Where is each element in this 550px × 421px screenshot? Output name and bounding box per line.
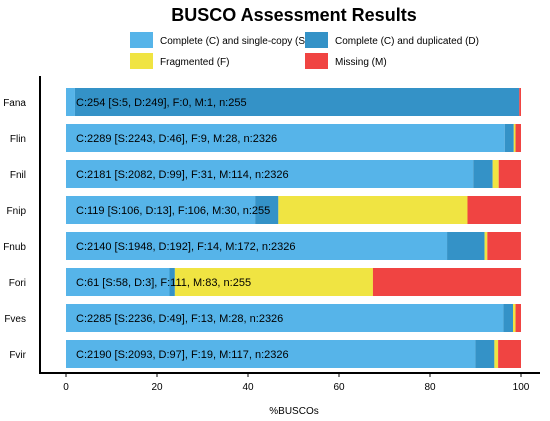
legend-swatch-fragmented bbox=[130, 53, 153, 69]
bar-label-fana: C:254 [S:5, D:249], F:0, M:1, n:255 bbox=[76, 97, 247, 109]
bar-fnil-duplicated bbox=[473, 160, 493, 188]
bar-fvir-fragmented bbox=[494, 340, 499, 368]
x-tick-label-100: 100 bbox=[513, 382, 530, 393]
bar-fnip-missing bbox=[467, 196, 521, 224]
legend-swatch-duplicated bbox=[305, 32, 328, 48]
x-tick-label-40: 40 bbox=[242, 382, 254, 393]
y-tick-label-fnil: Fnil bbox=[10, 170, 26, 181]
bar-fnil-missing bbox=[498, 160, 521, 188]
bar-flin-missing bbox=[515, 124, 521, 152]
bar-fnip-duplicated bbox=[255, 196, 279, 224]
bar-label-fves: C:2285 [S:2236, D:49], F:13, M:28, n:232… bbox=[76, 313, 283, 325]
y-tick-label-fori: Fori bbox=[9, 278, 26, 289]
bar-fves-fragmented bbox=[512, 304, 516, 332]
x-tick-label-20: 20 bbox=[151, 382, 163, 393]
bar-label-fnip: C:119 [S:106, D:13], F:106, M:30, n:255 bbox=[76, 205, 270, 217]
bar-fnil-single bbox=[66, 160, 474, 188]
y-tick-label-fnub: Fnub bbox=[3, 242, 26, 253]
y-tick-label-fves: Fves bbox=[4, 314, 26, 325]
bar-fvir-duplicated bbox=[475, 340, 495, 368]
x-tick-label-0: 0 bbox=[63, 382, 69, 393]
x-tick-labels: 0 20 40 60 80 100 bbox=[63, 373, 530, 393]
bar-fnip-single bbox=[66, 196, 256, 224]
bar-fnub-single bbox=[66, 232, 448, 260]
bar-fana-single bbox=[66, 88, 75, 116]
legend: Complete (C) and single-copy (S) Complete… bbox=[130, 32, 479, 69]
legend-swatch-single bbox=[130, 32, 153, 48]
bar-label-flin: C:2289 [S:2243, D:46], F:9, M:28, n:2326 bbox=[76, 133, 277, 145]
x-tick-label-60: 60 bbox=[333, 382, 345, 393]
legend-label-duplicated: Complete (C) and duplicated (D) bbox=[335, 36, 479, 47]
bar-fori-single bbox=[66, 268, 170, 296]
bar-fori-missing bbox=[372, 268, 522, 296]
bar-fnub-fragmented bbox=[484, 232, 488, 260]
bar-label-fvir: C:2190 [S:2093, D:97], F:19, M:117, n:23… bbox=[76, 349, 289, 361]
bar-fori-duplicated bbox=[169, 268, 175, 296]
legend-swatch-missing bbox=[305, 53, 328, 69]
bar-fana-duplicated bbox=[74, 88, 520, 116]
bar-fnil-fragmented bbox=[492, 160, 499, 188]
y-tick-label-fvir: Fvir bbox=[9, 350, 26, 361]
bar-fves-missing bbox=[515, 304, 521, 332]
bar-fves-single bbox=[66, 304, 504, 332]
bar-flin-single bbox=[66, 124, 505, 152]
bar-fvir-missing bbox=[498, 340, 521, 368]
x-axis-label: %BUSCOs bbox=[269, 406, 318, 417]
x-tick-label-80: 80 bbox=[424, 382, 436, 393]
bar-fnub-duplicated bbox=[447, 232, 485, 260]
bar-label-fnub: C:2140 [S:1948, D:192], F:14, M:172, n:2… bbox=[76, 241, 296, 253]
bar-label-fnil: C:2181 [S:2082, D:99], F:31, M:114, n:23… bbox=[76, 169, 289, 181]
y-tick-label-flin: Flin bbox=[10, 134, 26, 145]
legend-label-fragmented: Fragmented (F) bbox=[160, 57, 229, 68]
legend-label-single: Complete (C) and single-copy (S) bbox=[160, 36, 308, 47]
y-tick-label-fana: Fana bbox=[3, 98, 26, 109]
bar-fnip-fragmented bbox=[278, 196, 468, 224]
y-tick-label-fnip: Fnip bbox=[7, 206, 27, 217]
bar-flin-fragmented bbox=[513, 124, 516, 152]
y-tick-labels: Fana Flin Fnil Fnip Fnub Fori Fves Fvir bbox=[3, 98, 26, 361]
bar-flin-duplicated bbox=[504, 124, 514, 152]
bars-group bbox=[66, 88, 522, 368]
legend-label-missing: Missing (M) bbox=[335, 57, 387, 68]
bar-fvir-single bbox=[66, 340, 476, 368]
bar-labels-group: C:254 [S:5, D:249], F:0, M:1, n:255 C:228… bbox=[76, 97, 296, 361]
bar-fori-fragmented bbox=[174, 268, 373, 296]
plot-axes bbox=[39, 76, 540, 374]
chart-title: BUSCO Assessment Results bbox=[171, 5, 416, 25]
bar-fves-duplicated bbox=[503, 304, 513, 332]
bar-fana-missing bbox=[519, 88, 521, 116]
bar-fnub-missing bbox=[487, 232, 521, 260]
bar-label-fori: C:61 [S:58, D:3], F:111, M:83, n:255 bbox=[76, 277, 251, 289]
